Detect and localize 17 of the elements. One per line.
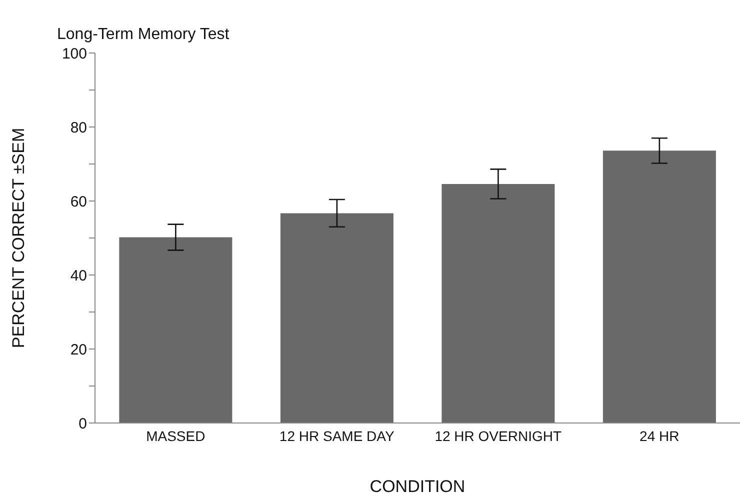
bar xyxy=(442,184,555,423)
y-tick-label: 60 xyxy=(70,193,87,210)
x-axis-title: CONDITION xyxy=(370,477,466,496)
bar xyxy=(119,237,232,423)
y-tick-label: 80 xyxy=(70,119,87,136)
y-tick-label: 0 xyxy=(78,415,87,432)
x-tick-label: 12 HR SAME DAY xyxy=(279,428,395,444)
x-tick-label: 12 HR OVERNIGHT xyxy=(434,428,562,444)
bar xyxy=(280,213,394,423)
y-tick-label: 100 xyxy=(62,45,87,62)
x-tick-label: MASSED xyxy=(146,428,206,444)
y-tick-label: 40 xyxy=(70,267,87,284)
x-tick-label: 24 HR xyxy=(640,428,680,444)
chart-title: Long-Term Memory Test xyxy=(57,26,230,44)
bar xyxy=(602,150,716,423)
y-axis-title: PERCENT CORRECT ±SEM xyxy=(9,128,28,348)
y-tick-label: 20 xyxy=(70,341,87,358)
